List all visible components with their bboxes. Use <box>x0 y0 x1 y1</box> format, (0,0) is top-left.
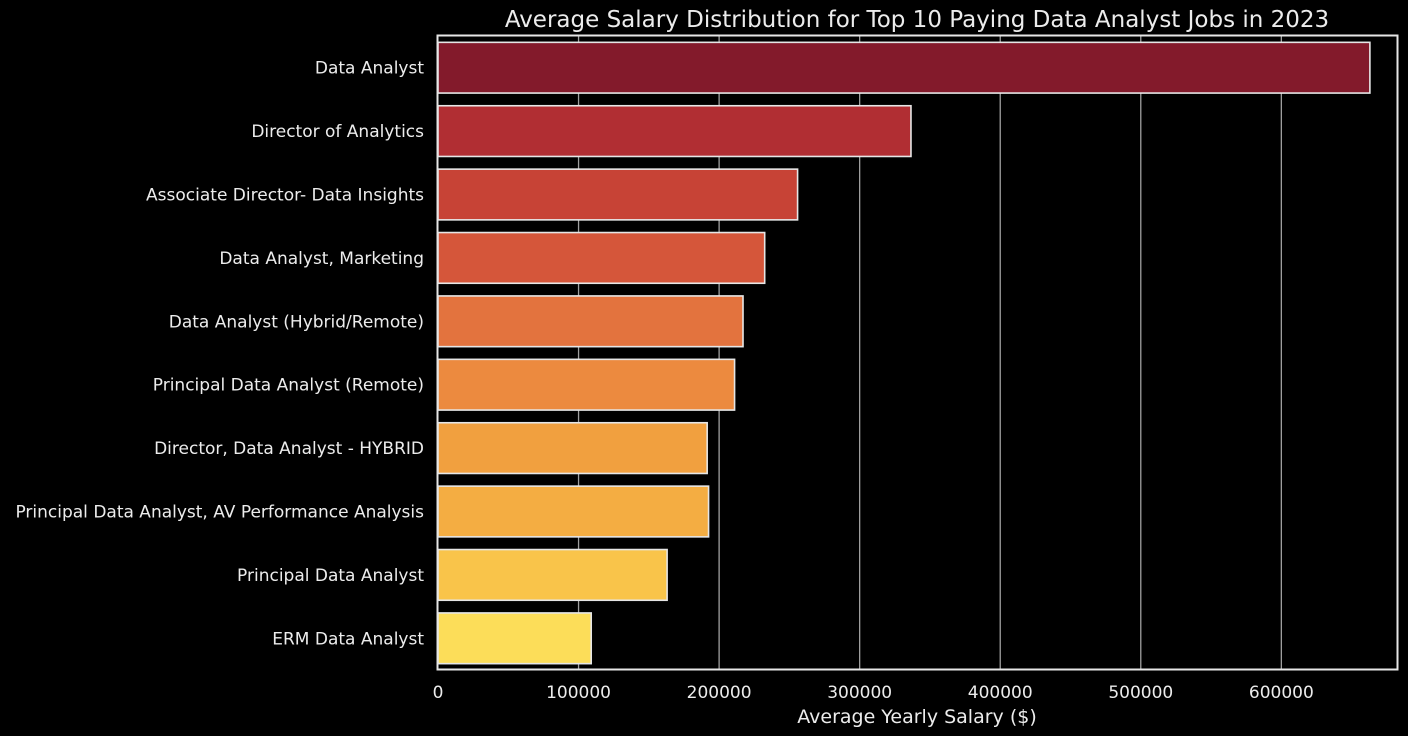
y-tick-label: Data Analyst, Marketing <box>219 249 424 269</box>
bar <box>437 548 668 602</box>
bar <box>437 421 708 475</box>
x-tick-label: 100000 <box>546 683 611 703</box>
x-axis-label: Average Yearly Salary ($) <box>797 706 1037 728</box>
x-tick-label: 400000 <box>968 683 1033 703</box>
x-tick-label: 600000 <box>1249 683 1314 703</box>
bar <box>437 231 766 285</box>
x-tick-label: 0 <box>433 683 444 703</box>
chart-title: Average Salary Distribution for Top 10 P… <box>505 7 1329 33</box>
y-tick-label: Principal Data Analyst <box>237 566 424 586</box>
y-tick-labels: Data Analyst Director of Analytics Associa… <box>15 59 424 650</box>
bars <box>437 41 1371 665</box>
y-tick-label: Principal Data Analyst, AV Performance A… <box>15 503 424 523</box>
y-tick-label: Associate Director- Data Insights <box>146 186 424 206</box>
bar <box>437 41 1371 94</box>
y-tick-label: Director, Data Analyst - HYBRID <box>154 439 424 459</box>
y-tick-label: Principal Data Analyst (Remote) <box>153 376 424 396</box>
bar <box>437 168 799 221</box>
x-tick-label: 500000 <box>1108 683 1173 703</box>
plot-frame <box>436 34 1399 671</box>
y-tick-label: Director of Analytics <box>251 122 424 142</box>
bar <box>437 485 710 538</box>
bar <box>437 295 744 348</box>
x-tick-labels: 0 100000 200000 300000 400000 500000 600000 <box>433 683 1314 703</box>
x-tick-label: 200000 <box>687 683 752 703</box>
bar <box>437 104 912 158</box>
y-tick-label: ERM Data Analyst <box>272 629 424 649</box>
x-tick-label: 300000 <box>827 683 892 703</box>
bar <box>437 358 736 411</box>
y-tick-label: Data Analyst <box>315 59 424 79</box>
bar <box>437 612 593 665</box>
y-tick-label: Data Analyst (Hybrid/Remote) <box>169 312 424 332</box>
